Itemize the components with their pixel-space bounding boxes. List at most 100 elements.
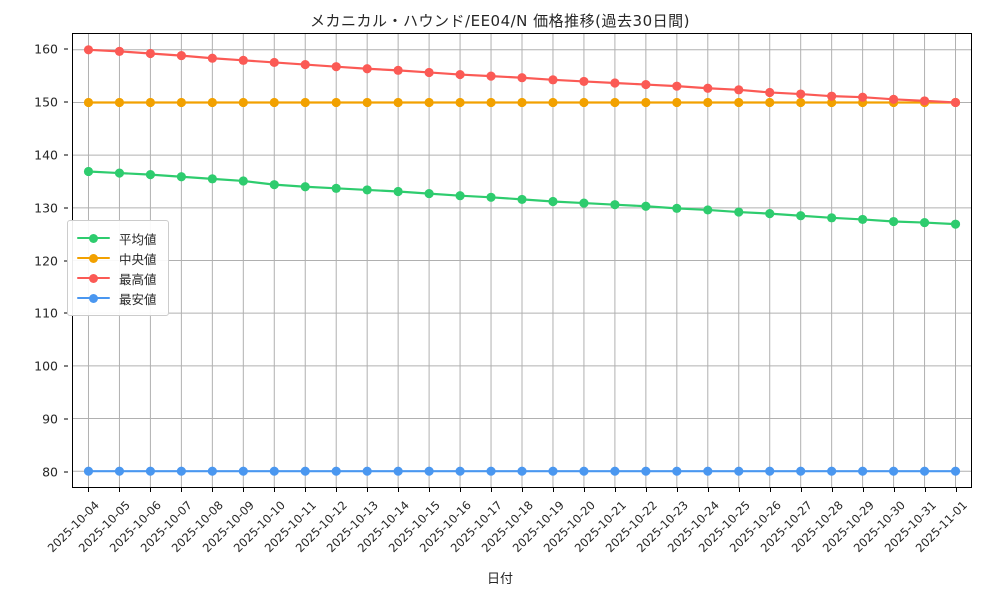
data-point: [672, 97, 682, 108]
data-point: [919, 466, 930, 476]
data-point: [858, 214, 868, 224]
y-tick-label: 110: [34, 305, 58, 321]
x-tick-mark: [801, 488, 803, 492]
data-point: [888, 466, 899, 476]
data-point: [238, 466, 248, 476]
data-point: [827, 97, 837, 108]
data-point: [207, 466, 217, 476]
data-point: [238, 55, 248, 65]
legend-item-4[interactable]: 最安値: [77, 288, 157, 308]
data-point: [672, 203, 682, 213]
data-point: [517, 73, 527, 83]
data-point: [238, 176, 248, 186]
data-point: [114, 46, 125, 56]
data-point: [176, 51, 186, 61]
data-point: [610, 466, 620, 476]
x-tick-mark: [149, 488, 151, 492]
data-point: [579, 466, 589, 476]
x-axis-label: 日付: [486, 572, 513, 587]
data-point: [393, 466, 403, 476]
data-point: [83, 466, 94, 476]
legend-label: 最安値: [119, 291, 157, 307]
y-tick-label: 100: [34, 358, 58, 374]
data-point: [393, 186, 403, 197]
data-point: [827, 91, 837, 101]
data-point: [269, 97, 279, 108]
legend-item-1[interactable]: 平均値: [77, 228, 157, 248]
data-point: [548, 97, 558, 108]
data-point: [672, 466, 682, 476]
legend-swatch-icon: [77, 231, 110, 245]
data-point: [579, 76, 589, 86]
data-point: [796, 97, 806, 108]
data-point: [517, 194, 527, 204]
data-point: [858, 92, 868, 102]
data-point: [331, 97, 341, 108]
data-point: [114, 97, 125, 108]
legend-label: 平均値: [119, 231, 157, 247]
x-tick-mark: [304, 488, 306, 492]
data-point: [176, 172, 186, 182]
data-point: [114, 168, 125, 178]
legend-swatch-icon: [77, 251, 110, 265]
y-tick-label: 150: [34, 94, 58, 110]
data-point: [455, 97, 465, 108]
y-tick-mark: [64, 365, 68, 367]
data-point: [424, 67, 434, 78]
data-point: [703, 83, 713, 93]
x-tick-mark: [211, 488, 213, 492]
data-point: [734, 466, 744, 476]
legend-swatch-icon: [77, 291, 110, 305]
data-point: [517, 97, 527, 108]
data-point: [207, 97, 217, 108]
legend-label: 中央値: [119, 251, 157, 267]
data-point: [796, 466, 806, 476]
x-tick-mark: [677, 488, 679, 492]
data-point: [703, 97, 713, 108]
legend-item-3[interactable]: 最高値: [77, 268, 157, 288]
data-point: [176, 466, 186, 476]
x-tick-mark: [708, 488, 710, 492]
x-tick-mark: [242, 488, 244, 492]
y-axis: 80 90 100 110 120 130 140 150 160: [0, 33, 68, 488]
x-tick-mark: [459, 488, 461, 492]
data-point: [300, 466, 310, 476]
data-point: [703, 205, 713, 215]
x-tick-mark: [335, 488, 337, 492]
x-tick-mark: [925, 488, 927, 492]
x-tick-mark: [863, 488, 865, 492]
data-point: [486, 71, 496, 81]
x-tick-mark: [490, 488, 492, 492]
data-point: [269, 180, 279, 190]
y-tick-mark: [64, 101, 68, 103]
data-point: [950, 219, 961, 229]
chart-title: メカニカル・ハウンド/EE04/N 価格推移(過去30日間): [310, 12, 690, 30]
data-point: [610, 200, 620, 210]
data-point: [796, 89, 806, 99]
legend-item-2[interactable]: 中央値: [77, 248, 157, 268]
data-point: [796, 211, 806, 221]
x-tick-mark: [739, 488, 741, 492]
data-point: [455, 69, 465, 80]
data-point: [734, 85, 744, 95]
data-point: [331, 183, 341, 193]
x-tick-mark: [646, 488, 648, 492]
data-point: [919, 96, 930, 106]
data-point: [83, 166, 94, 177]
data-point: [331, 466, 341, 476]
data-point: [734, 97, 744, 108]
x-tick-mark: [584, 488, 586, 492]
data-point: [548, 466, 558, 476]
y-tick-label: 80: [42, 464, 58, 480]
data-point: [83, 45, 94, 55]
data-point: [827, 466, 837, 476]
data-point: [424, 466, 434, 476]
data-point: [486, 466, 496, 476]
y-tick-label: 140: [34, 147, 58, 163]
data-point: [455, 466, 465, 476]
data-point: [83, 97, 94, 108]
y-tick-mark: [64, 312, 68, 314]
data-point: [362, 466, 372, 476]
data-point: [362, 97, 372, 108]
